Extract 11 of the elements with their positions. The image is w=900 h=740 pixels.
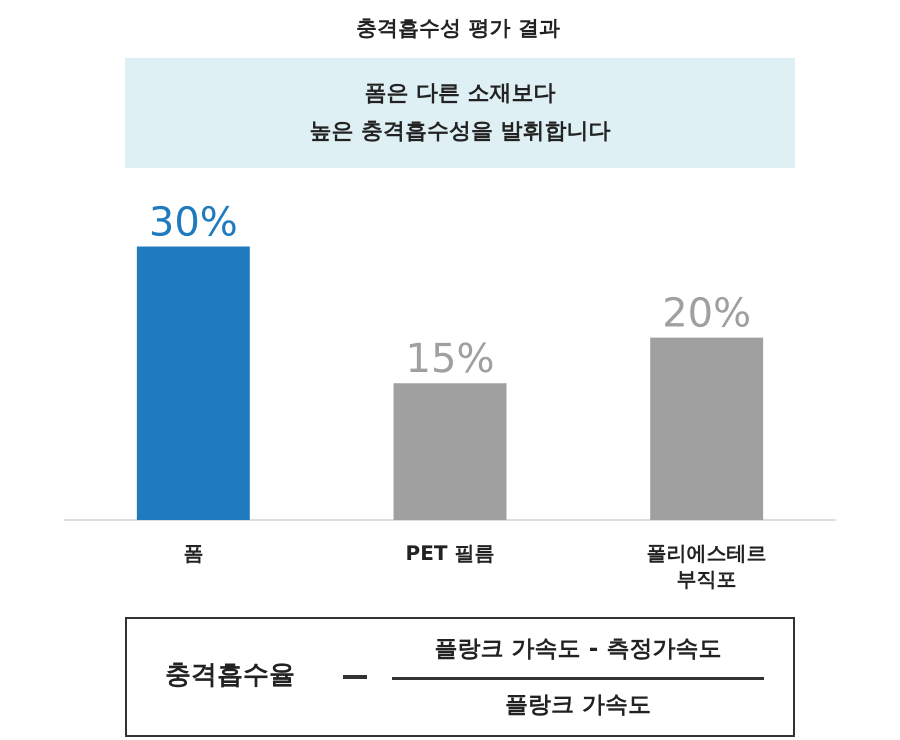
chart-subtitle: 폼은 다른 소재보다 높은 충격흡수성을 발휘합니다 <box>125 58 795 168</box>
chart-title: 충격흡수성 평가 결과 <box>355 15 561 42</box>
text: 플랑크 가속도 - 측정가속도 <box>434 635 722 664</box>
text: 충격흡수율 <box>165 659 295 692</box>
data-label: 15% <box>406 336 494 382</box>
data-label: 30% <box>148 199 238 246</box>
text: 플랑크 가속도 <box>504 691 652 720</box>
x-tick-label: PET 필름 <box>406 541 494 565</box>
data-label: 20% <box>662 290 752 337</box>
x-tick-label: 폴리에스테르 부직포 <box>646 541 767 591</box>
x-tick-label: 폼 <box>183 541 204 565</box>
